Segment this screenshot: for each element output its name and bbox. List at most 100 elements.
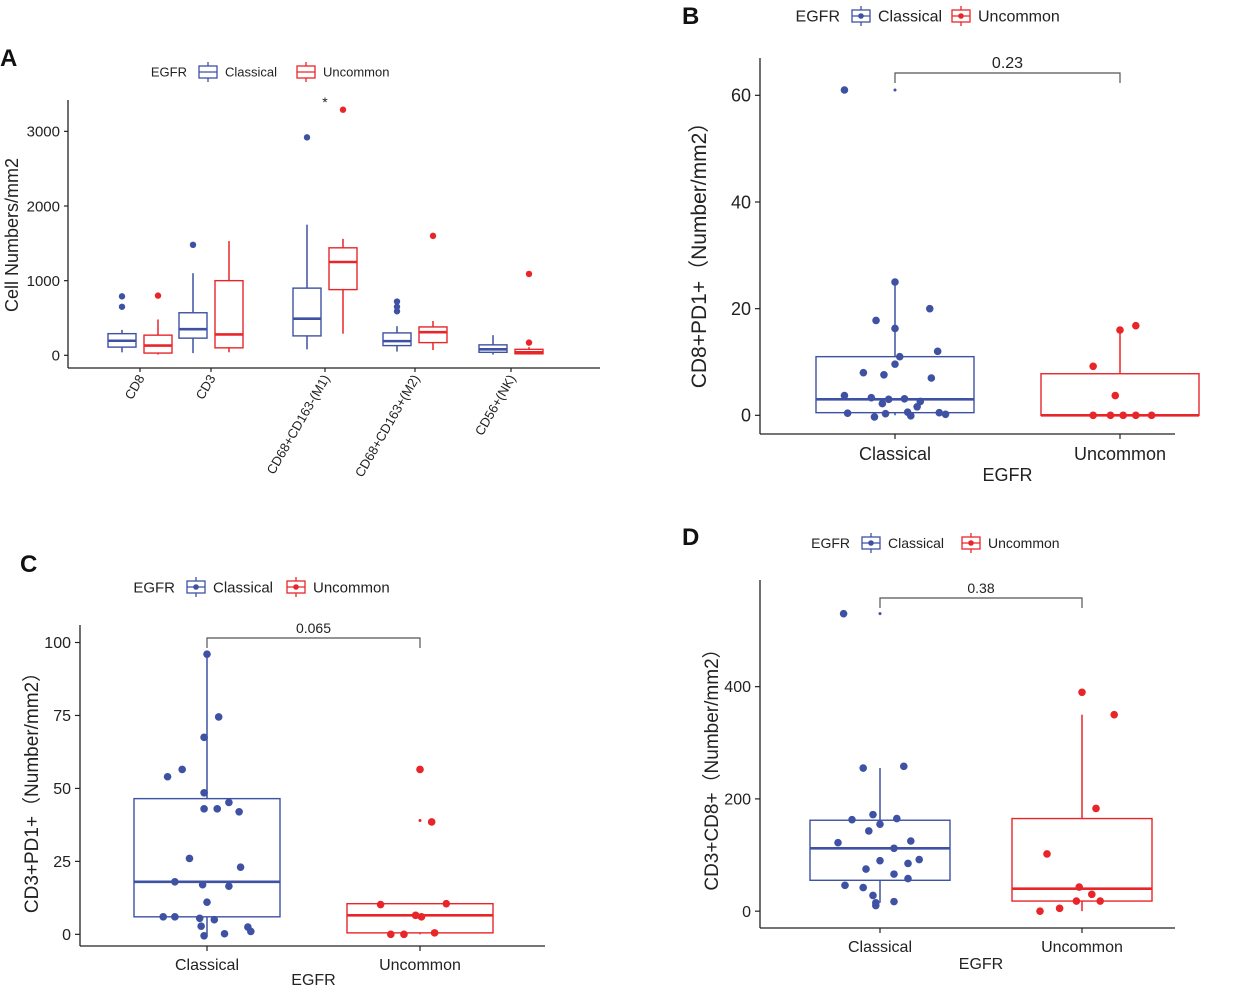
panel-a-significance-marker: * [322, 94, 328, 110]
panel-c-uncommon-point [376, 900, 385, 909]
panel-d-uncommon-point [1078, 688, 1086, 697]
panel-c-uncommon-point [442, 899, 451, 908]
panel-c-classical-point [163, 772, 172, 781]
panel-c-uncommon-outlier [418, 819, 422, 823]
panel-a-classical-outlier [393, 303, 401, 310]
panel-a-uncommon-cd68-cd163-m1-box [328, 247, 358, 291]
panel-a-y-tick-label: 3000 [27, 124, 60, 141]
panel-c-y-tick-label: 100 [44, 635, 71, 652]
panel-c-legend-title: EGFR [133, 579, 175, 596]
panel-a-x-tick-label-cd56-nk: CD56+(NK) [472, 372, 519, 438]
panel-b-classical-point [941, 410, 950, 419]
panel-d-x-axis-label: EGFR [959, 956, 1003, 973]
panel-d-y-tick-label: 200 [724, 792, 751, 809]
panel-b-x-tick-label-uncommon: Uncommon [1074, 444, 1166, 464]
panel-d-uncommon-point [1096, 897, 1104, 905]
panel-d-p-value: 0.38 [967, 580, 994, 596]
panel-d-classical-point [876, 820, 884, 828]
panel-b-uncommon-point [1089, 362, 1097, 371]
panel-b-uncommon-point [1119, 411, 1127, 420]
panel-d-y-axis-label: CD3+CD8+（Number/mm2） [701, 639, 723, 890]
panel-c-classical-point [235, 807, 243, 816]
panel-c-classical-point [225, 798, 233, 807]
panel-c-classical-point [197, 922, 205, 930]
panel-d-y-tick-label: 0 [742, 904, 751, 921]
panel-d-uncommon-point [1088, 890, 1096, 899]
panel-b-chart: 0 20 40 60 CD8+PD1+（Number/mm2） EGFR Classical… [688, 6, 1200, 485]
panel-c-uncommon-point [411, 911, 420, 920]
panel-a-classical-outlier [189, 241, 197, 249]
panel-b-legend-key-dot [958, 13, 964, 19]
panel-a-chart: 0 1000 2000 3000 Cell Numbers/mm2 EGFR Classic… [2, 62, 600, 480]
panel-d-classical-point [907, 837, 915, 845]
panel-b-classical-point [933, 347, 942, 356]
panel-b-y-tick-label: 0 [741, 406, 751, 426]
panel-d-legend-label-uncommon: Uncommon [988, 535, 1060, 551]
panel-b-letter: B [682, 3, 699, 30]
panel-d-classical-point [890, 844, 898, 853]
panel-d-uncommon-point [1075, 883, 1083, 891]
panel-d-classical-point [841, 881, 849, 890]
panel-b-classical-point [891, 360, 899, 368]
panel-a-y-tick-label: 1000 [27, 273, 60, 290]
panel-d-classical-point [862, 865, 870, 873]
panel-c-classical-point [171, 913, 179, 921]
panel-c-y-tick-label: 50 [53, 781, 71, 798]
panel-d-classical-point [893, 814, 901, 823]
panel-c-classical-point [220, 929, 229, 938]
panel-d-uncommon-point [1092, 804, 1100, 813]
panel-c-legend-key-dot [293, 584, 299, 590]
panel-b-x-axis-label: EGFR [982, 465, 1032, 485]
panel-a-x-tick-label-cd68-cd163-m1: CD68+CD163-(M1) [263, 372, 332, 477]
panel-d-legend-label-classical: Classical [888, 535, 944, 551]
panel-c-uncommon-point [387, 930, 395, 939]
panel-c-classical-point [185, 854, 194, 863]
panel-a-uncommon-outlier [525, 339, 533, 346]
panel-c-classical-point [203, 650, 211, 658]
panel-c-p-value: 0.065 [296, 620, 331, 636]
panel-d-classical-point [890, 870, 898, 878]
panel-d-legend-key-dot [968, 540, 974, 546]
panel-d-classical-point [869, 891, 877, 900]
panel-a-classical-outlier [303, 134, 311, 141]
panel-b-classical-point [907, 412, 915, 420]
panel-b-comparison-bracket [894, 72, 1121, 83]
panel-c-uncommon-point [427, 818, 436, 826]
panel-a-x-tick-label-cd8: CD8 [122, 372, 148, 402]
panel-c-y-axis-label: CD3+PD1+（Number/mm2） [21, 663, 43, 913]
panel-b-classical-point [867, 393, 876, 402]
panel-b-uncommon-point [1106, 411, 1115, 420]
panel-c-classical-point [171, 878, 179, 886]
panel-c-classical-point [213, 805, 222, 813]
panel-a-classical-outlier [118, 303, 126, 310]
panel-c-y-tick-label: 25 [53, 854, 71, 871]
panel-b-classical-point [891, 278, 899, 286]
panel-a-uncommon-outlier [154, 292, 162, 299]
panel-b-y-tick-label: 20 [731, 299, 751, 319]
panel-b-classical-point [840, 391, 849, 400]
panel-c-classical-point [247, 927, 255, 936]
panel-a-legend-label-classical: Classical [225, 65, 277, 80]
panel-a-uncommon-cd8-box [143, 334, 173, 354]
panel-a-uncommon-cd68-cd163-m2-box [418, 326, 448, 344]
panel-a-uncommon-outlier [339, 106, 347, 113]
panel-c-y-tick-label: 0 [62, 927, 71, 944]
panel-b-uncommon-box [1040, 373, 1200, 417]
panel-d-uncommon-point [1072, 897, 1081, 905]
panel-c-classical-point [200, 733, 208, 742]
panel-b-classical-point [840, 86, 849, 94]
panel-d-classical-point [904, 874, 912, 883]
panel-d-classical-point [834, 838, 842, 847]
panel-d-letter: D [682, 524, 699, 551]
panel-a-uncommon-cd3-box [214, 279, 244, 349]
panel-b-classical-point [925, 304, 934, 313]
panel-d-uncommon-point [1036, 907, 1044, 915]
panel-c-uncommon-box [346, 902, 494, 934]
panel-c-comparison-bracket [206, 637, 421, 648]
panel-a-x-tick-label-cd3: CD3 [193, 372, 219, 402]
panel-d-classical-point [859, 764, 867, 772]
panel-c-classical-box [133, 797, 281, 918]
